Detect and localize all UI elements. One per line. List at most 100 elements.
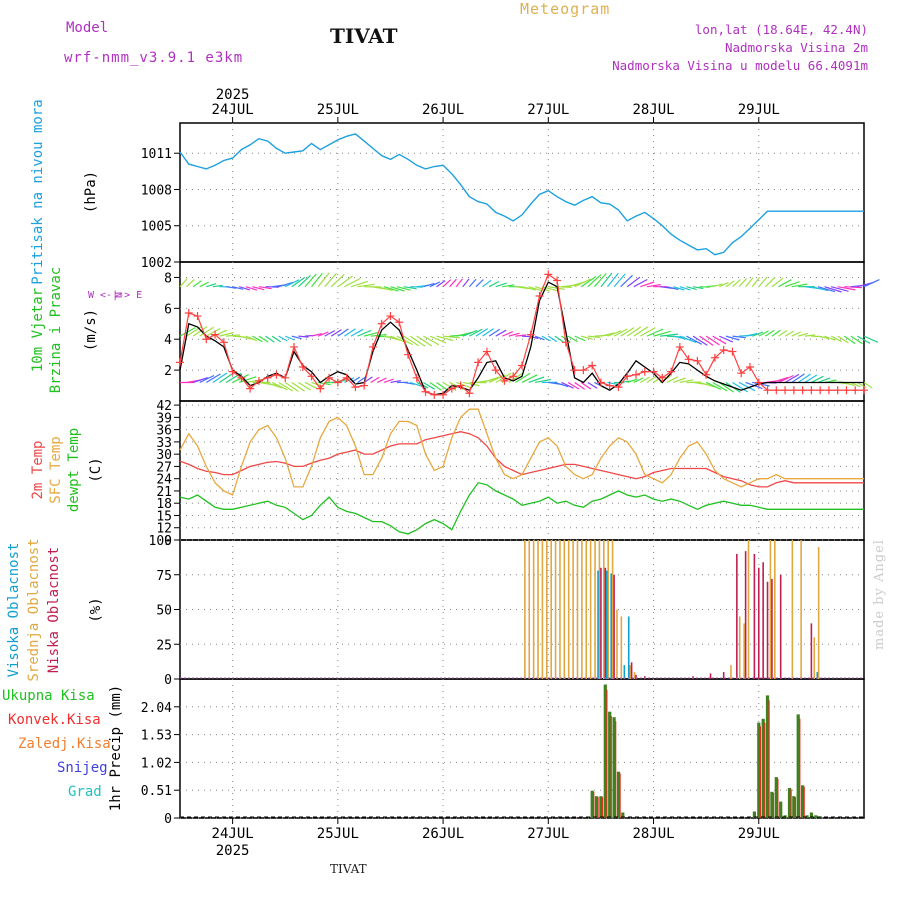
wind-arrow [771, 329, 781, 337]
wind-arrow [186, 279, 195, 288]
wind-arrow [370, 376, 380, 383]
wind-arrow [824, 335, 836, 341]
wind-arrow [284, 381, 299, 392]
wind-arrow [541, 286, 558, 292]
wind-title-1: 10m Vjetar [30, 288, 46, 372]
wind-gust-marker [833, 386, 842, 395]
wind-gust-marker [456, 381, 465, 390]
wind-arrow [811, 375, 824, 384]
wind-arrow [416, 335, 433, 347]
wind-arrow [344, 328, 356, 337]
y-tick-label: 1.02 [141, 756, 172, 771]
precip-bar [761, 718, 765, 818]
precip-bar [774, 777, 778, 818]
wind-arrow [206, 327, 221, 337]
wind-gust-marker [325, 373, 334, 382]
y-tick-label: 33 [156, 436, 172, 451]
wind-arrow [390, 380, 402, 384]
precip-bar [590, 790, 594, 818]
wind-gust-marker [649, 367, 658, 376]
wind-gust-marker [474, 358, 483, 367]
wind-arrow [298, 335, 309, 338]
y-tick-label: 50 [156, 604, 172, 619]
wind-arrow [705, 335, 720, 346]
wind-arrow [462, 329, 478, 337]
wind-arrow [239, 335, 252, 340]
wind-arrow [403, 286, 417, 290]
wind-arrow [626, 326, 642, 337]
wind-arrow [778, 279, 792, 288]
wind-gust-marker [228, 367, 237, 376]
wind-arrow [745, 332, 758, 337]
wind-arrow [284, 335, 295, 341]
wind-gust-marker [412, 373, 421, 382]
wind-arrow [758, 276, 768, 288]
wind-arrow [567, 381, 580, 390]
precip-conv-bar [610, 716, 612, 818]
wind-arrow [515, 334, 527, 337]
wind-arrow [817, 286, 836, 293]
x-tick-label-top: 25JUL [317, 102, 359, 118]
temp-sfc-line [179, 408, 864, 496]
precip-bar [779, 801, 783, 818]
wind-arrow [764, 276, 776, 288]
y-tick-label: 0.51 [141, 784, 172, 799]
wind-arrow [692, 335, 708, 346]
wind-arrow [857, 381, 867, 389]
wind-arrow [258, 286, 272, 290]
precip-conv-bar [593, 791, 595, 818]
y-tick-label: 25 [156, 638, 172, 653]
wind-gust-marker [465, 389, 474, 398]
precip-conv-bar [772, 792, 775, 818]
wind-arrow [468, 278, 477, 288]
wind-gust-marker [851, 386, 860, 395]
wind-arrow [521, 286, 536, 291]
wind-gust-marker [658, 373, 667, 382]
wind-gust-marker [176, 358, 184, 367]
y-tick-label: 1011 [141, 147, 172, 162]
wind-arrow [238, 376, 257, 384]
y-tick-label: 15 [156, 509, 172, 524]
wind-gust-marker [368, 342, 377, 351]
wind-arrow [278, 335, 288, 342]
wind-arrow [679, 286, 691, 291]
wind-arrow [804, 334, 816, 337]
wind-arrow [719, 335, 734, 343]
precip-bar [752, 811, 756, 818]
wind-gust-marker [281, 373, 290, 382]
y-tick-label: 30 [156, 448, 172, 463]
y-tick-label: 42 [156, 399, 172, 414]
wind-arrow [705, 381, 722, 390]
wind-gust-marker [404, 350, 412, 359]
x-tick-label-top: 29JUL [738, 102, 780, 118]
wind-gust-marker [263, 373, 272, 382]
wind-gust-marker [386, 312, 395, 321]
wind-gust-marker [675, 342, 684, 351]
wind-arrow [673, 377, 686, 384]
wind-arrow [324, 272, 337, 288]
precip-legend-item: Zaledj.Kisa [18, 736, 111, 752]
pressure-ylabel: (hPa) [83, 171, 99, 213]
wind-arrow [600, 332, 615, 337]
wind-arrow [429, 335, 447, 344]
wind-arrow [192, 377, 208, 384]
cloud-title-low: Niska Oblacnost [46, 547, 62, 673]
wind-gust-marker [333, 378, 342, 387]
wind-arrow [304, 381, 318, 390]
wind-arrow [304, 273, 317, 288]
precip-bar [787, 788, 792, 818]
wind-gust-marker [290, 342, 298, 351]
wind-arrow [278, 381, 294, 392]
wind-gust-marker [526, 330, 535, 339]
wind-arrow [423, 282, 435, 288]
precip-bar [796, 714, 800, 818]
wind-arrow [633, 377, 644, 384]
wind-arrow [817, 377, 831, 384]
wind-gust-marker [570, 366, 579, 375]
wind-arrow [738, 381, 756, 392]
wind-arrow [488, 328, 501, 337]
wind-arrow [574, 335, 586, 342]
year-label-bottom: 2025 [216, 843, 250, 859]
wind-gust-marker [307, 372, 316, 381]
wind-arrow [798, 332, 809, 337]
